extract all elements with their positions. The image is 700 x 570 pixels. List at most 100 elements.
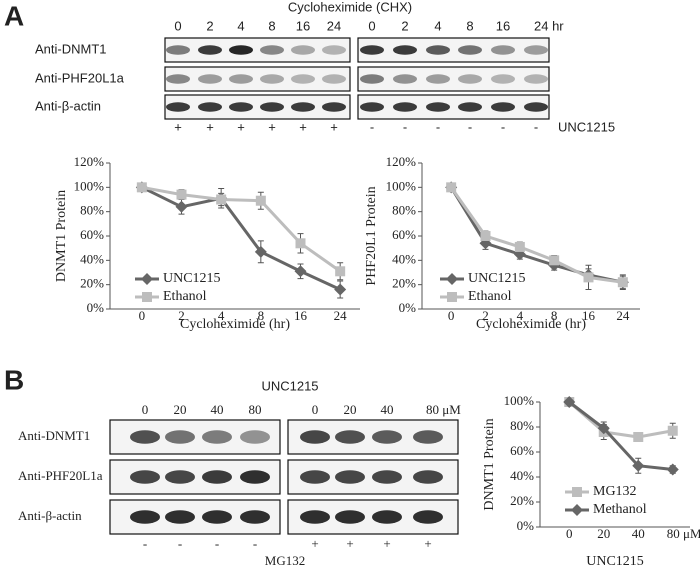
blot-band [202,510,232,524]
blot-band [165,470,195,484]
lane-label: 40 [211,402,224,417]
treatment-sign: - [370,119,374,134]
x-tick-label: 16 [294,308,308,323]
treatment-sign: + [237,119,245,134]
data-point [335,266,346,277]
blot-band [372,470,402,484]
data-point [666,463,679,476]
blot-band [240,430,270,444]
legend-label: UNC1215 [468,271,526,286]
blot-band [291,102,315,112]
x-tick-label: 16 [582,308,596,323]
lane-label: 24 [327,18,341,33]
y-tick-label: 40% [510,468,534,483]
series-line [568,400,674,439]
treatment-sign: - [501,119,505,134]
treatment-sign: + [268,119,276,134]
treatment-sign: - [534,119,538,134]
treatment-sign: + [383,536,390,551]
blot-band [202,430,232,444]
blot-band [491,45,515,55]
x-axis-label: Cycloheximide (hr) [476,317,586,332]
blot-band [360,45,384,55]
blot-band [491,102,515,112]
lane-label: 2 [206,18,213,33]
blot-header: Cycloheximide (CHX) [288,0,412,14]
data-point [175,200,188,213]
data-point [632,459,645,472]
blot-band [426,45,450,55]
blot-band [413,470,443,484]
blot-band [524,45,548,55]
blot-band [291,45,315,55]
blot-header: UNC1215 [261,378,318,393]
data-point [255,195,266,206]
x-axis-label: UNC1215 [586,554,644,569]
treatment-sign: + [311,536,318,551]
data-point [597,422,610,435]
blot-band [260,102,284,112]
blot-band [130,430,160,444]
data-point [334,283,347,296]
blot-band [458,74,482,84]
treatment-sign: + [330,119,338,134]
lane-label: 0 [174,18,181,33]
blot-band [198,45,222,55]
blot-band [372,430,402,444]
blot-band [413,510,443,524]
blot-band [202,470,232,484]
row-label: Anti-PHF20L1a [35,70,125,85]
blot-frame [164,66,351,92]
panel-label: B [4,364,24,395]
blot-band [240,510,270,524]
blot-band [335,470,365,484]
x-tick-label: 4 [517,308,524,323]
blot-band [291,74,315,84]
lane-label: 8 [268,18,275,33]
blot-band [198,102,222,112]
row-label: Anti-β-actin [18,508,82,523]
blot-band [166,74,190,84]
data-point [563,396,576,408]
x-tick-label: 0 [448,308,455,323]
x-tick-label: 0 [139,308,146,323]
lane-label: 4 [237,18,244,33]
data-point [176,189,187,200]
row-label: Anti-β-actin [35,98,101,113]
blot-band [130,470,160,484]
blot-band [458,102,482,112]
y-tick-label: 120% [386,154,417,169]
x-tick-label: 40 [632,526,645,541]
blot-frame [357,94,550,120]
y-tick-label: 100% [386,178,417,193]
series-line [141,185,341,291]
y-tick-label: 80% [510,418,534,433]
data-point [295,238,306,249]
blot-frame [357,37,550,63]
blot-band [166,102,190,112]
lane-label: 8 [466,18,473,33]
x-tick-label: 2 [482,308,489,323]
legend-label: Ethanol [163,289,207,304]
blot-frame [164,37,351,63]
data-point [667,425,678,436]
treatment-sign: + [206,119,214,134]
treatment-label: MG132 [265,553,305,568]
lane-label: 0 [142,402,149,417]
legend-marker [447,292,457,302]
x-tick-label: 80 μM [667,526,700,541]
blot-band [322,45,346,55]
treatment-label: UNC1215 [558,119,615,134]
blot-band [393,45,417,55]
y-tick-label: 80% [392,203,416,218]
y-tick-label: 0% [87,300,105,315]
x-tick-label: 0 [566,526,573,541]
treatment-sign: - [178,536,182,551]
treatment-sign: - [143,536,147,551]
treatment-sign: + [424,536,431,551]
blot-band [229,102,253,112]
blot-band [165,510,195,524]
blot-frame [164,94,351,120]
blot-band [458,45,482,55]
blot-band [166,45,190,55]
